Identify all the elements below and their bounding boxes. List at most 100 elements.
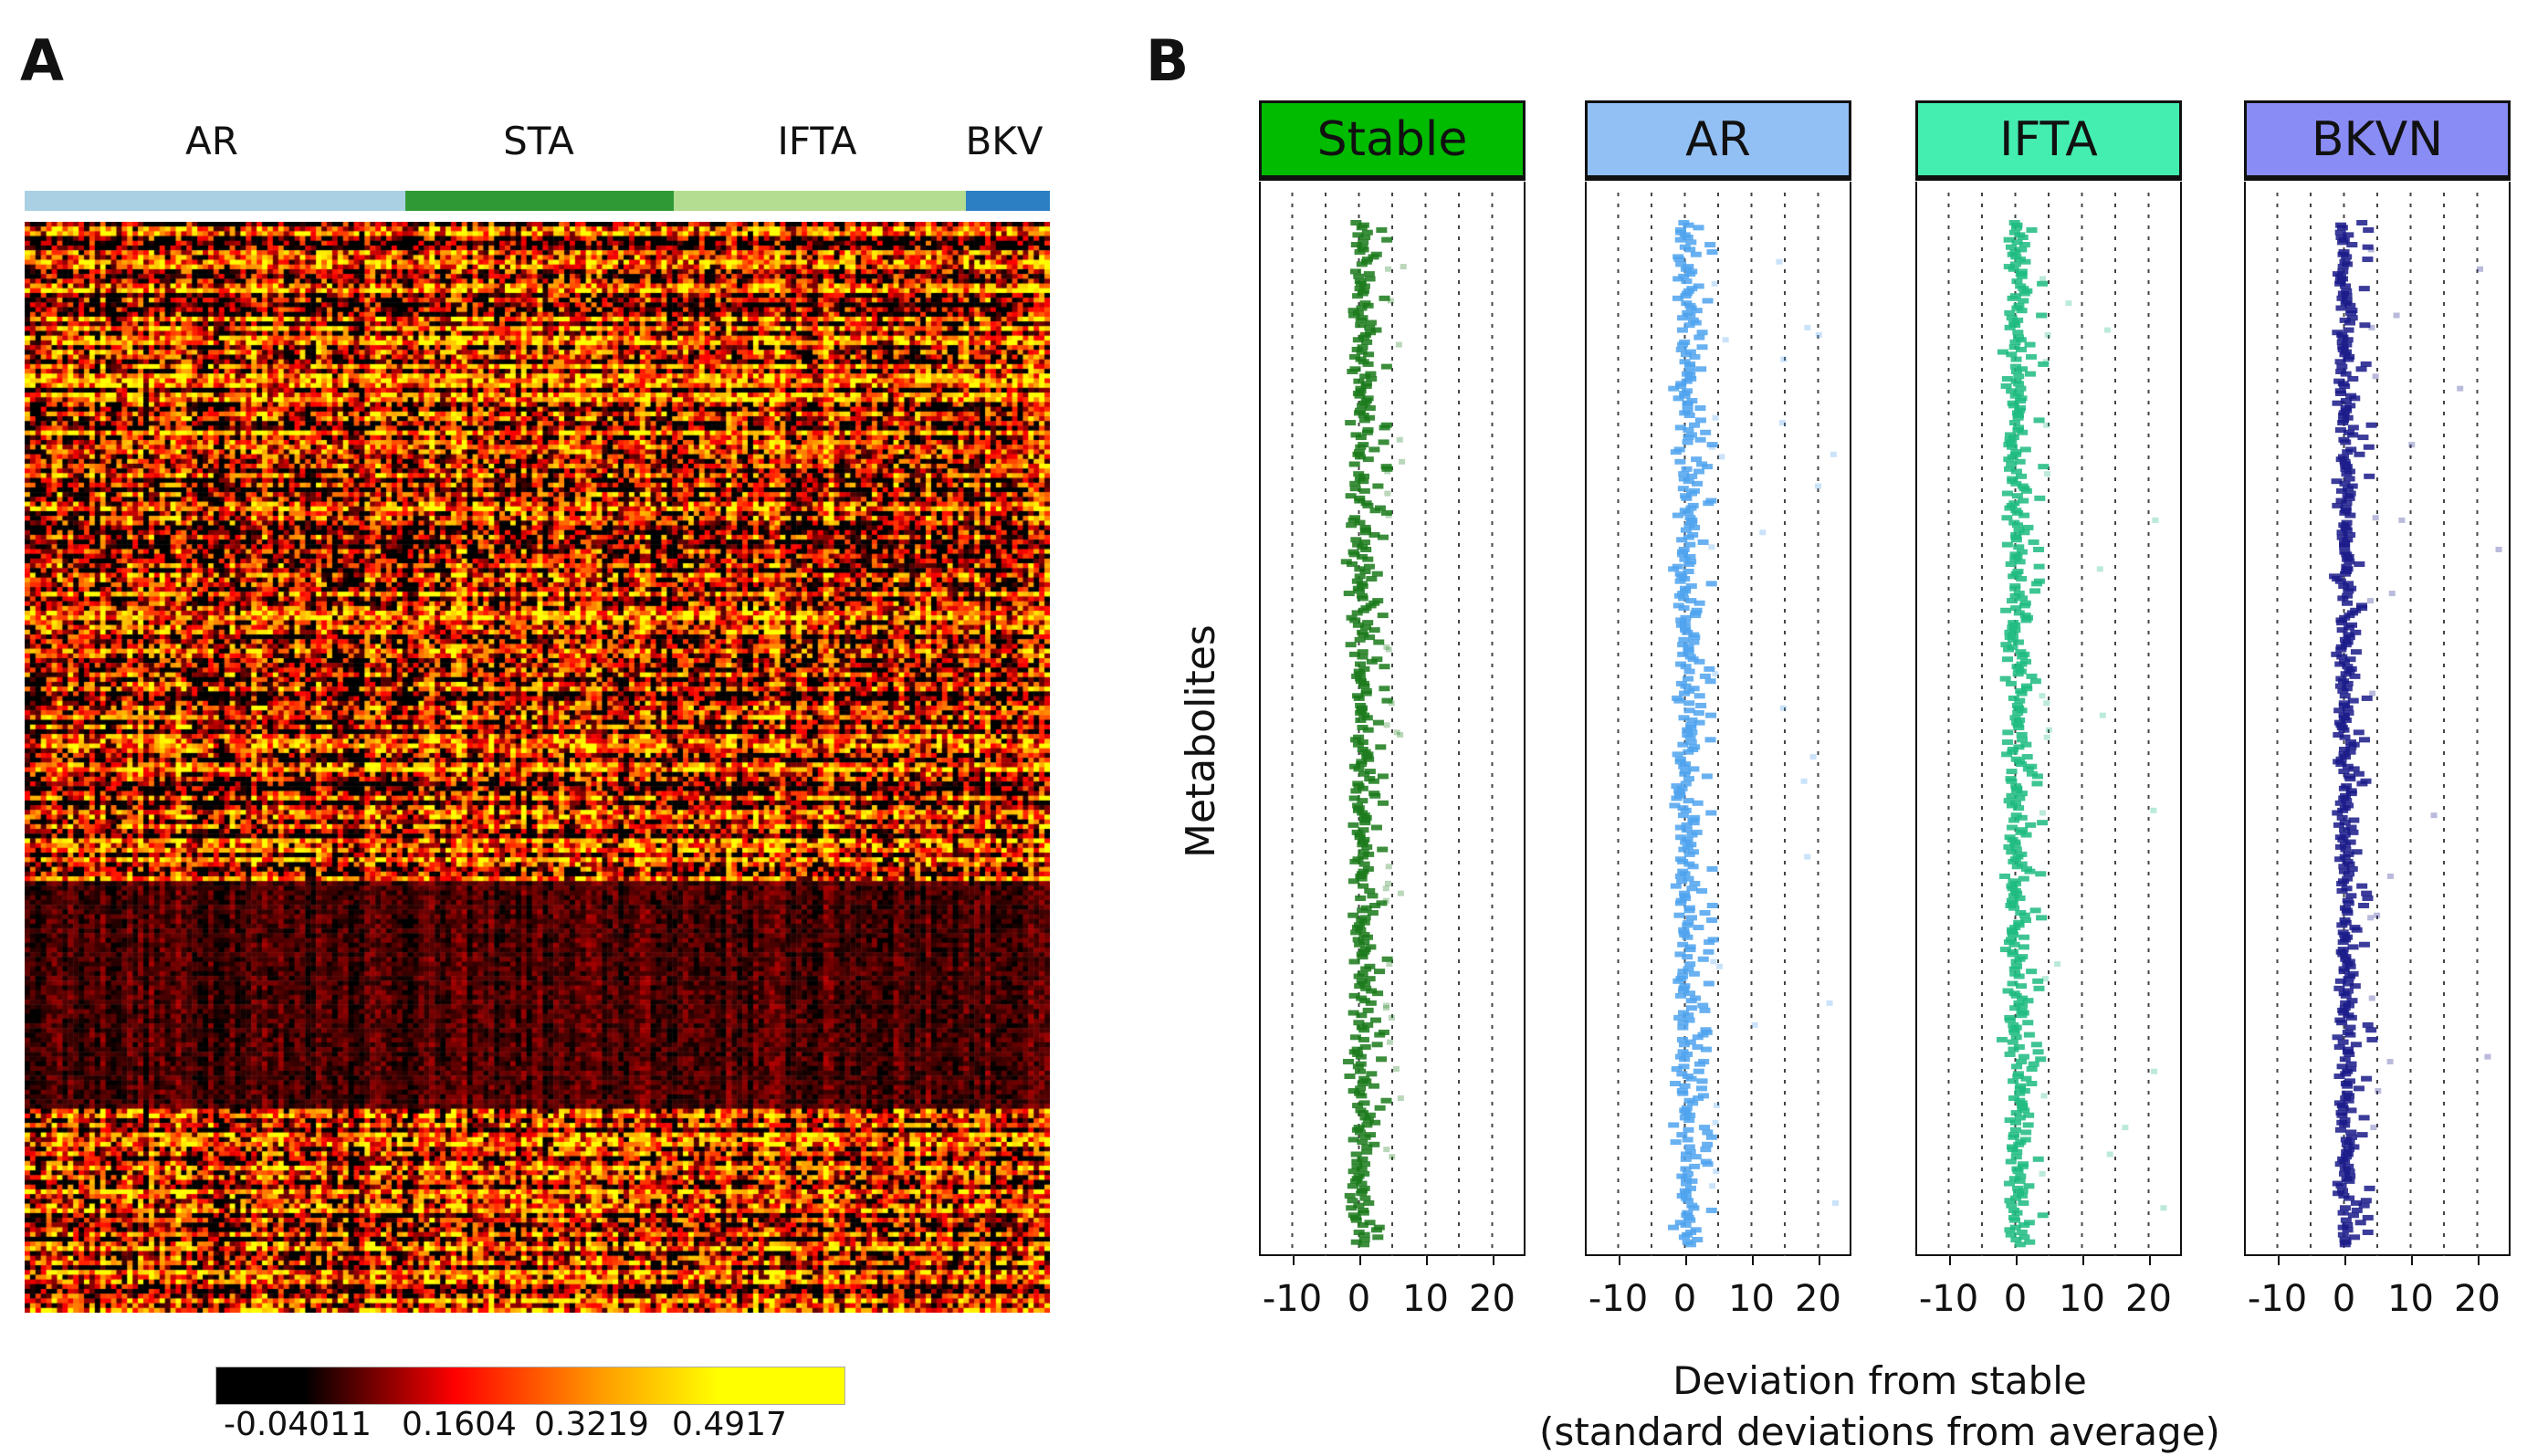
data-point <box>2037 280 2049 287</box>
data-point <box>2012 709 2024 716</box>
data-point <box>2362 1021 2374 1028</box>
data-point <box>1372 990 1384 997</box>
data-point <box>1681 1151 1693 1157</box>
data-point <box>2335 1183 2347 1189</box>
data-point <box>2018 602 2030 609</box>
data-point <box>1358 1110 1369 1116</box>
data-point <box>2347 424 2359 431</box>
data-point <box>2355 366 2367 372</box>
data-point <box>1689 353 1701 360</box>
data-point <box>2013 1141 2025 1147</box>
data-point <box>1688 820 1700 826</box>
data-point <box>1377 846 1389 853</box>
data-point <box>2011 1210 2023 1216</box>
data-point <box>2344 749 2356 755</box>
data-point <box>1397 890 1404 896</box>
data-point <box>1677 1090 1689 1096</box>
data-point <box>2008 1095 2020 1102</box>
data-point <box>2342 680 2354 686</box>
data-point <box>2360 361 2372 367</box>
data-point <box>2336 529 2348 536</box>
data-point <box>1685 998 1697 1004</box>
data-point <box>2010 992 2022 999</box>
data-point <box>2342 910 2354 917</box>
data-point <box>2013 544 2025 550</box>
data-point <box>1380 363 1392 370</box>
data-point <box>1358 1027 1370 1033</box>
data-point <box>1683 561 1695 567</box>
data-point <box>1361 934 1373 940</box>
x-tick-mark <box>1684 1256 1687 1265</box>
data-point <box>1779 705 1787 711</box>
data-point <box>2334 578 2346 584</box>
data-point <box>1368 627 1380 634</box>
data-point <box>1670 1139 1682 1146</box>
data-point <box>2340 371 2352 377</box>
data-point <box>2024 371 2036 377</box>
data-point <box>1354 393 1366 399</box>
data-point <box>1353 1020 1365 1026</box>
data-point <box>2484 1053 2491 1060</box>
data-point <box>1385 512 1392 519</box>
data-point <box>1683 569 1694 575</box>
data-point <box>1355 322 1367 329</box>
data-point <box>1780 356 1788 362</box>
data-point <box>2026 770 2038 777</box>
data-point <box>2019 258 2031 265</box>
data-point <box>2016 273 2028 279</box>
data-point <box>1676 537 1688 543</box>
data-point <box>1683 322 1695 329</box>
data-point <box>2334 229 2346 236</box>
data-point <box>1369 1119 1381 1126</box>
data-point <box>2017 654 2029 660</box>
data-point <box>1702 1161 1714 1168</box>
data-point <box>1688 970 1700 977</box>
data-point <box>1350 242 1362 248</box>
data-point <box>2003 1180 2015 1187</box>
data-point <box>1677 1020 1689 1026</box>
data-point <box>2003 646 2015 653</box>
data-point <box>2031 780 2043 787</box>
data-point <box>2344 776 2356 782</box>
panel-header-bkvn: BKVN <box>2244 100 2511 181</box>
data-point <box>2358 286 2370 292</box>
data-point <box>1689 524 1701 530</box>
data-point <box>2334 683 2346 689</box>
data-point <box>1364 634 1376 641</box>
data-point <box>1668 1122 1680 1128</box>
data-point <box>1702 1141 1714 1147</box>
data-point <box>2002 988 2014 994</box>
data-point <box>2345 1107 2357 1114</box>
data-point <box>1352 293 1364 299</box>
data-point <box>1347 1198 1358 1204</box>
data-point <box>1377 800 1389 806</box>
data-point <box>2018 529 2030 536</box>
data-point <box>2008 858 2019 864</box>
data-point <box>1999 676 2011 682</box>
data-point <box>2408 442 2416 448</box>
data-point <box>1356 1093 1368 1099</box>
data-point <box>2011 864 2023 870</box>
data-point <box>2336 363 2348 370</box>
data-point <box>1683 875 1694 882</box>
data-point <box>2004 1051 2016 1057</box>
data-point <box>2006 849 2018 855</box>
data-point <box>2345 309 2357 316</box>
data-point <box>1830 451 1837 457</box>
data-point <box>2337 239 2349 246</box>
data-point <box>2008 966 2020 972</box>
data-point <box>2004 505 2016 511</box>
data-point <box>2338 969 2350 975</box>
data-point <box>1347 1137 1359 1143</box>
data-point <box>2333 1190 2344 1197</box>
data-point <box>2018 934 2030 940</box>
data-point <box>1385 266 1392 272</box>
data-point <box>2013 973 2025 979</box>
data-point <box>1677 651 1689 657</box>
data-point <box>1360 690 1372 697</box>
data-point <box>2334 359 2346 365</box>
data-point <box>2332 400 2344 406</box>
data-point <box>1347 1088 1359 1095</box>
data-point <box>1670 1081 1682 1087</box>
data-point <box>1374 969 1386 975</box>
